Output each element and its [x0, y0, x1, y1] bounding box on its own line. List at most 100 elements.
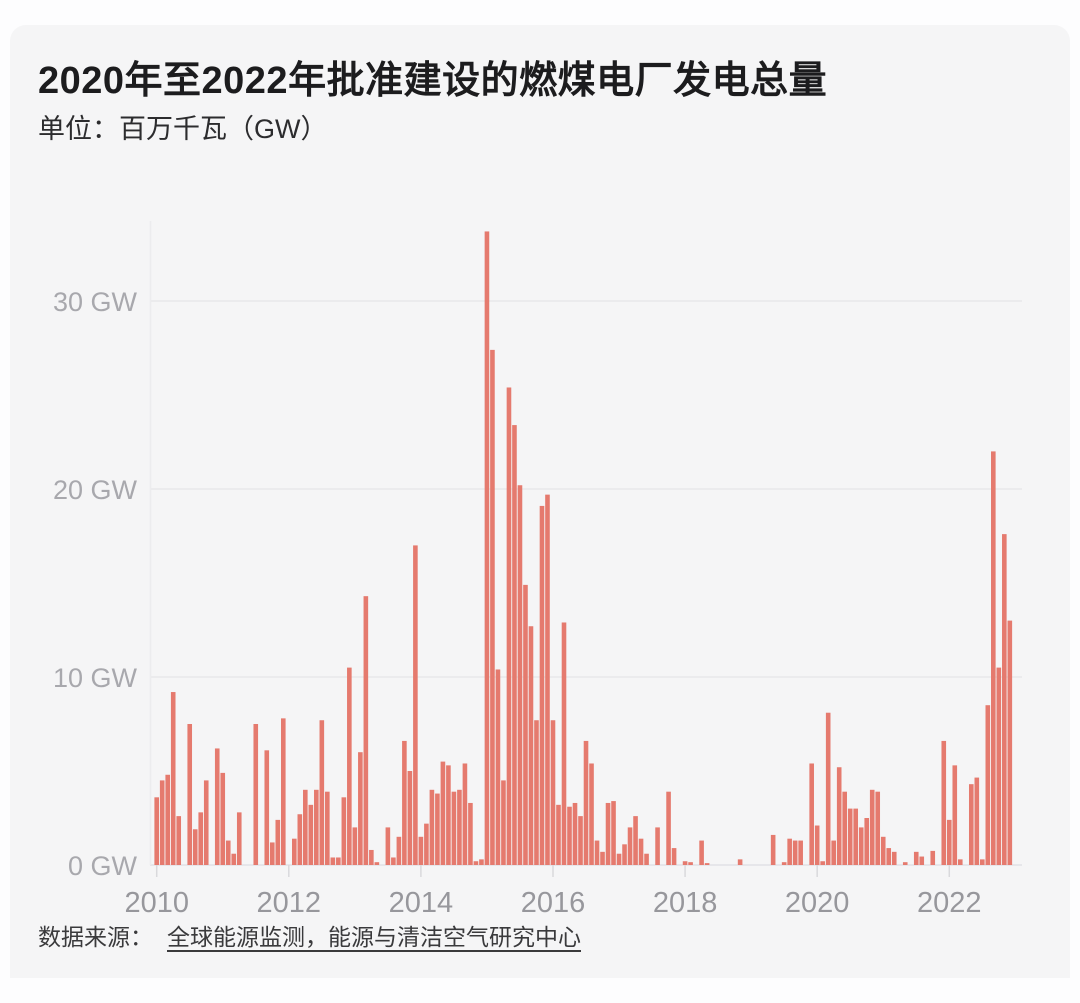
bar-month-2011-10: [269, 842, 275, 865]
data-source-label: 数据来源：: [38, 924, 153, 950]
bar-month-2017-10: [666, 791, 671, 865]
bar-month-2020-03: [825, 712, 831, 865]
bar-month-2012-07: [319, 720, 325, 865]
bar-month-2017-03: [627, 827, 633, 865]
bar-month-2015-12: [545, 494, 550, 865]
x-tick-label: 2020: [785, 887, 850, 919]
bar-month-2017-11: [671, 848, 677, 865]
bar-month-2017-02: [622, 844, 627, 865]
bar-month-2016-06: [578, 816, 583, 865]
bar-month-2014-07: [451, 791, 457, 865]
bar-month-2021-10: [930, 850, 936, 865]
bar-month-2020-12: [875, 791, 881, 865]
bar-month-2017-01: [616, 853, 622, 865]
bar-month-2011-07: [253, 724, 259, 865]
bar-month-2014-02: [424, 823, 429, 865]
bar-month-2012-02: [292, 838, 297, 865]
bar-month-2010-03: [165, 774, 171, 865]
bar-month-2020-01: [814, 825, 820, 865]
bar-month-2011-12: [280, 718, 286, 865]
bar-month-2012-03: [297, 814, 303, 865]
bar-month-2014-01: [418, 836, 424, 865]
bar-month-2014-03: [429, 789, 435, 865]
bar-month-2012-05: [308, 804, 314, 865]
bar-month-2014-10: [468, 802, 473, 865]
bar-month-2019-10: [798, 840, 803, 865]
bar-month-2016-09: [594, 840, 600, 865]
bar-month-2012-04: [303, 789, 308, 865]
bar-month-2015-05: [506, 387, 512, 865]
bar-month-2011-09: [264, 750, 270, 865]
bar-month-2010-02: [159, 780, 165, 865]
bar-month-2013-07: [385, 827, 391, 865]
bar-month-2020-10: [864, 818, 870, 865]
bar-month-2018-11: [737, 859, 743, 865]
bar-month-2017-06: [644, 853, 649, 865]
bar-month-2017-08: [655, 827, 660, 865]
bar-month-2014-12: [479, 859, 484, 865]
y-tick-label: 20 GW: [53, 475, 138, 505]
bar-month-2012-09: [330, 857, 336, 865]
bar-month-2016-01: [550, 720, 556, 865]
bar-month-2015-01: [484, 231, 490, 865]
x-axis-labels: 2010 2012 2014 2016 2018 2020 2022: [124, 865, 982, 919]
x-tick-label: 2018: [653, 887, 718, 919]
chart-card: 2020年至2022年批准建设的燃煤电厂发电总量 单位：百万千瓦（GW） 0 G…: [10, 25, 1070, 978]
bar-month-2022-05: [968, 784, 974, 865]
bar-month-2013-04: [369, 849, 374, 865]
bar-month-2016-12: [611, 801, 616, 865]
bar-month-2016-10: [600, 851, 605, 865]
bar-month-2010-12: [214, 748, 220, 865]
bar-month-2011-11: [275, 819, 281, 865]
bar-month-2013-09: [396, 836, 402, 865]
bar-month-2021-05: [902, 862, 908, 865]
bar-month-2013-10: [402, 740, 407, 865]
bar-month-2014-06: [446, 765, 451, 865]
bar-month-2012-11: [341, 797, 347, 865]
y-axis-labels: 0 GW 10 GW 20 GW 30 GW: [53, 287, 138, 881]
bar-month-2021-01: [880, 836, 886, 865]
bar-month-2013-11: [407, 771, 413, 865]
bar-month-2022-10: [996, 667, 1002, 865]
bar-month-2012-10: [336, 857, 341, 865]
bar-month-2016-05: [572, 802, 578, 865]
bar-month-2010-08: [192, 829, 198, 865]
bar-month-2021-03: [891, 851, 897, 865]
bar-month-2015-07: [517, 485, 523, 865]
y-tick-label: 10 GW: [53, 663, 138, 693]
bar-month-2021-08: [919, 856, 925, 865]
bar-month-2011-04: [236, 812, 242, 865]
bar-month-2015-06: [512, 425, 517, 865]
bar-month-2020-06: [842, 791, 847, 865]
bar-month-2017-05: [638, 838, 644, 865]
bar-month-2014-09: [462, 763, 468, 865]
bar-month-2010-05: [176, 816, 182, 865]
bar-month-2010-09: [198, 812, 204, 865]
bar-month-2016-02: [556, 804, 561, 865]
bar-month-2019-08: [787, 838, 792, 865]
bar-month-2013-02: [358, 752, 363, 865]
bar-month-2016-08: [589, 763, 594, 865]
data-source-link[interactable]: 全球能源监测，能源与清洁空气研究中心: [167, 924, 581, 950]
bar-month-2018-02: [688, 862, 693, 865]
bar-month-2016-03: [561, 622, 567, 865]
bar-month-2010-01: [154, 797, 159, 865]
bar-month-2020-09: [858, 827, 864, 865]
bar-month-2022-03: [957, 859, 963, 865]
bar-month-2020-07: [847, 808, 853, 865]
bar-month-2022-01: [946, 819, 952, 865]
bar-month-2021-12: [941, 740, 947, 865]
bar-month-2011-01: [220, 772, 226, 865]
bar-month-2013-01: [352, 827, 358, 865]
bar-month-2016-11: [605, 802, 611, 865]
bar-month-2013-12: [413, 545, 418, 865]
x-tick-label: 2014: [389, 887, 454, 919]
bar-month-2010-04: [170, 692, 176, 865]
bar-month-2020-08: [853, 808, 859, 865]
bar-month-2014-05: [440, 761, 446, 865]
bar-month-2015-03: [495, 669, 501, 865]
bar-month-2022-02: [952, 765, 958, 865]
bar-month-2021-07: [913, 851, 919, 865]
bar-month-2014-11: [473, 861, 479, 865]
